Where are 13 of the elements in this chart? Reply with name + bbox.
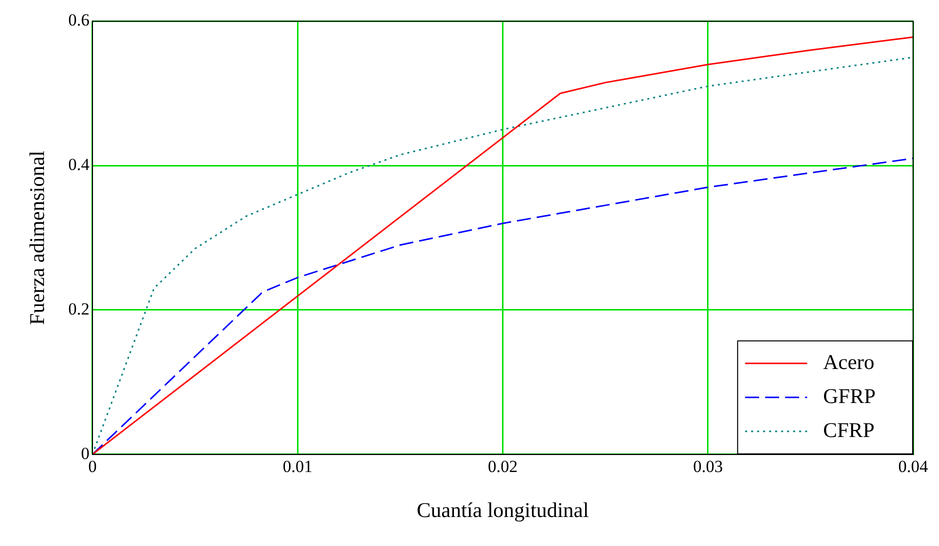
- legend-label: GFRP: [823, 384, 876, 408]
- x-tick-label: 0.03: [693, 457, 723, 476]
- y-tick-label: 0.2: [68, 299, 90, 318]
- legend-label: Acero: [823, 350, 874, 374]
- x-axis-title: Cuantía longitudinal: [416, 498, 589, 522]
- x-tick-label: 0.02: [488, 457, 518, 476]
- y-tick-label: 0.4: [68, 155, 90, 174]
- y-tick-label: 0.6: [68, 10, 90, 30]
- x-tick-label: 0.01: [282, 457, 312, 476]
- y-axis-title: Fuerza adimensional: [25, 150, 50, 325]
- y-tick-label: 0: [80, 444, 90, 463]
- x-tick-label: 0.04: [898, 457, 928, 476]
- legend-label: CFRP: [823, 418, 874, 442]
